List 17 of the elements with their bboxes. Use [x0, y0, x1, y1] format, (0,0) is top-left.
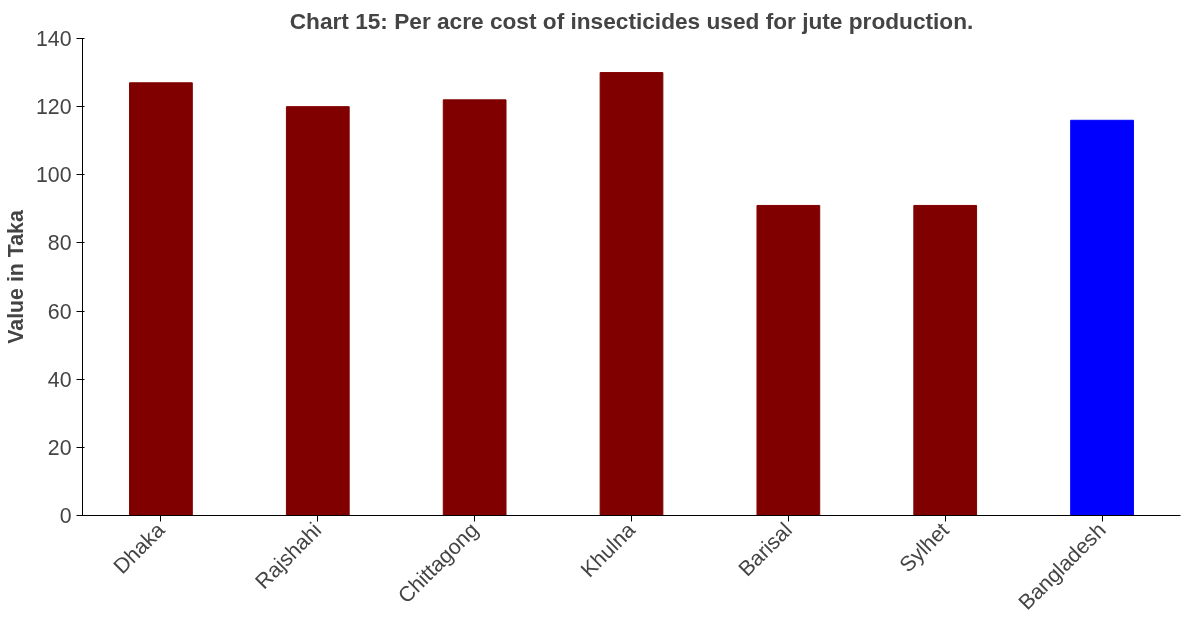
y-tick-label: 0: [59, 504, 72, 528]
chart-title: Chart 15: Per acre cost of insecticides used for jute production.: [289, 7, 974, 34]
bar: [599, 72, 664, 516]
y-tick-label: 100: [35, 163, 72, 188]
bar: [913, 204, 978, 516]
y-tick-label: 40: [47, 367, 72, 392]
y-tick-label: 80: [47, 231, 72, 256]
bar: [756, 204, 821, 516]
y-tick-label: 140: [35, 27, 72, 51]
y-axis-title: Value in Taka: [3, 210, 28, 344]
y-tick-label: 120: [35, 95, 72, 120]
y-tick-label: 60: [47, 299, 72, 324]
bar: [129, 82, 193, 516]
bar: [442, 99, 507, 516]
bar: [1070, 119, 1134, 516]
y-tick-label: 20: [47, 435, 72, 460]
bar: [285, 106, 350, 516]
